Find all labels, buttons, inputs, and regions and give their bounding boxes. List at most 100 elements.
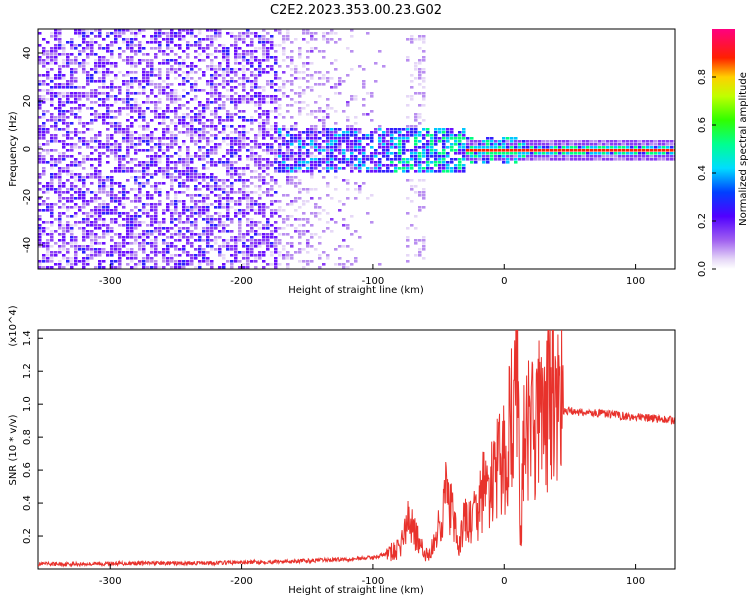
heatmap-cell — [614, 158, 618, 161]
heatmap-cell — [382, 134, 386, 137]
heatmap-cell — [50, 80, 54, 83]
heatmap-cell — [82, 206, 86, 209]
heatmap-cell — [146, 137, 150, 140]
heatmap-cell — [226, 248, 230, 251]
heatmap-cell — [262, 176, 266, 179]
heatmap-cell — [494, 146, 498, 149]
heatmap-cell — [670, 146, 674, 149]
heatmap-cell — [170, 83, 174, 86]
heatmap-cell — [210, 59, 214, 62]
heatmap-cell — [274, 248, 278, 251]
heatmap-cell — [522, 146, 526, 149]
heatmap-cell — [74, 191, 78, 194]
heatmap-cell — [250, 203, 254, 206]
heatmap-cell — [234, 71, 238, 74]
heatmap-cell — [210, 176, 214, 179]
heatmap-cell — [118, 89, 122, 92]
heatmap-cell — [50, 176, 54, 179]
heatmap-cell — [50, 53, 54, 56]
heatmap-cell — [154, 137, 158, 140]
heatmap-cell — [130, 161, 134, 164]
heatmap-cell — [410, 164, 414, 167]
heatmap-cell — [226, 245, 230, 248]
heatmap-cell — [62, 122, 66, 125]
heatmap-cell — [150, 230, 154, 233]
heatmap-cell — [138, 176, 142, 179]
heatmap-cell — [50, 188, 54, 191]
heatmap-cell — [70, 149, 74, 152]
heatmap-cell — [570, 152, 574, 155]
heatmap-cell — [518, 155, 522, 158]
heatmap-cell — [330, 167, 334, 170]
heatmap-cell — [62, 224, 66, 227]
heatmap-cell — [250, 98, 254, 101]
heatmap-cell — [98, 32, 102, 35]
heatmap-cell — [310, 86, 314, 89]
heatmap-cell — [346, 134, 350, 137]
heatmap-cell — [258, 134, 262, 137]
heatmap-cell — [114, 206, 118, 209]
heatmap-cell — [202, 152, 206, 155]
heatmap-cell — [194, 107, 198, 110]
heatmap-cell — [126, 101, 130, 104]
heatmap-cell — [110, 62, 114, 65]
heatmap-cell — [198, 173, 202, 176]
heatmap-cell — [250, 221, 254, 224]
heatmap-cell — [434, 170, 438, 173]
heatmap-cell — [222, 164, 226, 167]
heatmap-cell — [418, 161, 422, 164]
heatmap-cell — [218, 32, 222, 35]
heatmap-cell — [298, 95, 302, 98]
heatmap-cell — [522, 158, 526, 161]
heatmap-cell — [134, 254, 138, 257]
heatmap-cell — [250, 218, 254, 221]
heatmap-cell — [54, 38, 58, 41]
heatmap-cell — [174, 194, 178, 197]
heatmap-cell — [66, 224, 70, 227]
heatmap-cell — [406, 245, 410, 248]
heatmap-cell — [126, 143, 130, 146]
heatmap-cell — [574, 149, 578, 152]
heatmap-cell — [230, 68, 234, 71]
heatmap-cell — [106, 104, 110, 107]
heatmap-cell — [142, 92, 146, 95]
heatmap-cell — [418, 38, 422, 41]
heatmap-cell — [90, 242, 94, 245]
heatmap-cell — [134, 251, 138, 254]
heatmap-cell — [42, 230, 46, 233]
heatmap-cell — [70, 92, 74, 95]
heatmap-cell — [230, 155, 234, 158]
heatmap-cell — [242, 32, 246, 35]
heatmap-cell — [174, 239, 178, 242]
heatmap-cell — [46, 188, 50, 191]
heatmap-cell — [70, 38, 74, 41]
heatmap-cell — [66, 209, 70, 212]
heatmap-cell — [242, 95, 246, 98]
heatmap-cell — [318, 254, 322, 257]
heatmap-cell — [582, 152, 586, 155]
heatmap-cell — [266, 206, 270, 209]
heatmap-cell — [154, 56, 158, 59]
heatmap-cell — [418, 146, 422, 149]
heatmap-cell — [102, 56, 106, 59]
heatmap-cell — [650, 158, 654, 161]
heatmap-cell — [446, 131, 450, 134]
heatmap-cell — [86, 56, 90, 59]
heatmap-cell — [142, 134, 146, 137]
heatmap-cell — [490, 143, 494, 146]
heatmap-cell — [366, 212, 370, 215]
heatmap-cell — [154, 107, 158, 110]
heatmap-cell — [442, 167, 446, 170]
heatmap-cell — [114, 209, 118, 212]
heatmap-cell — [182, 89, 186, 92]
heatmap-cell — [206, 257, 210, 260]
heatmap-cell — [294, 170, 298, 173]
heatmap-cell — [622, 140, 626, 143]
heatmap-cell — [78, 197, 82, 200]
heatmap-cell — [218, 224, 222, 227]
heatmap-cell — [210, 146, 214, 149]
heatmap-cell — [178, 263, 182, 266]
heatmap-cell — [258, 59, 262, 62]
heatmap-cell — [198, 209, 202, 212]
heatmap-cell — [394, 128, 398, 131]
